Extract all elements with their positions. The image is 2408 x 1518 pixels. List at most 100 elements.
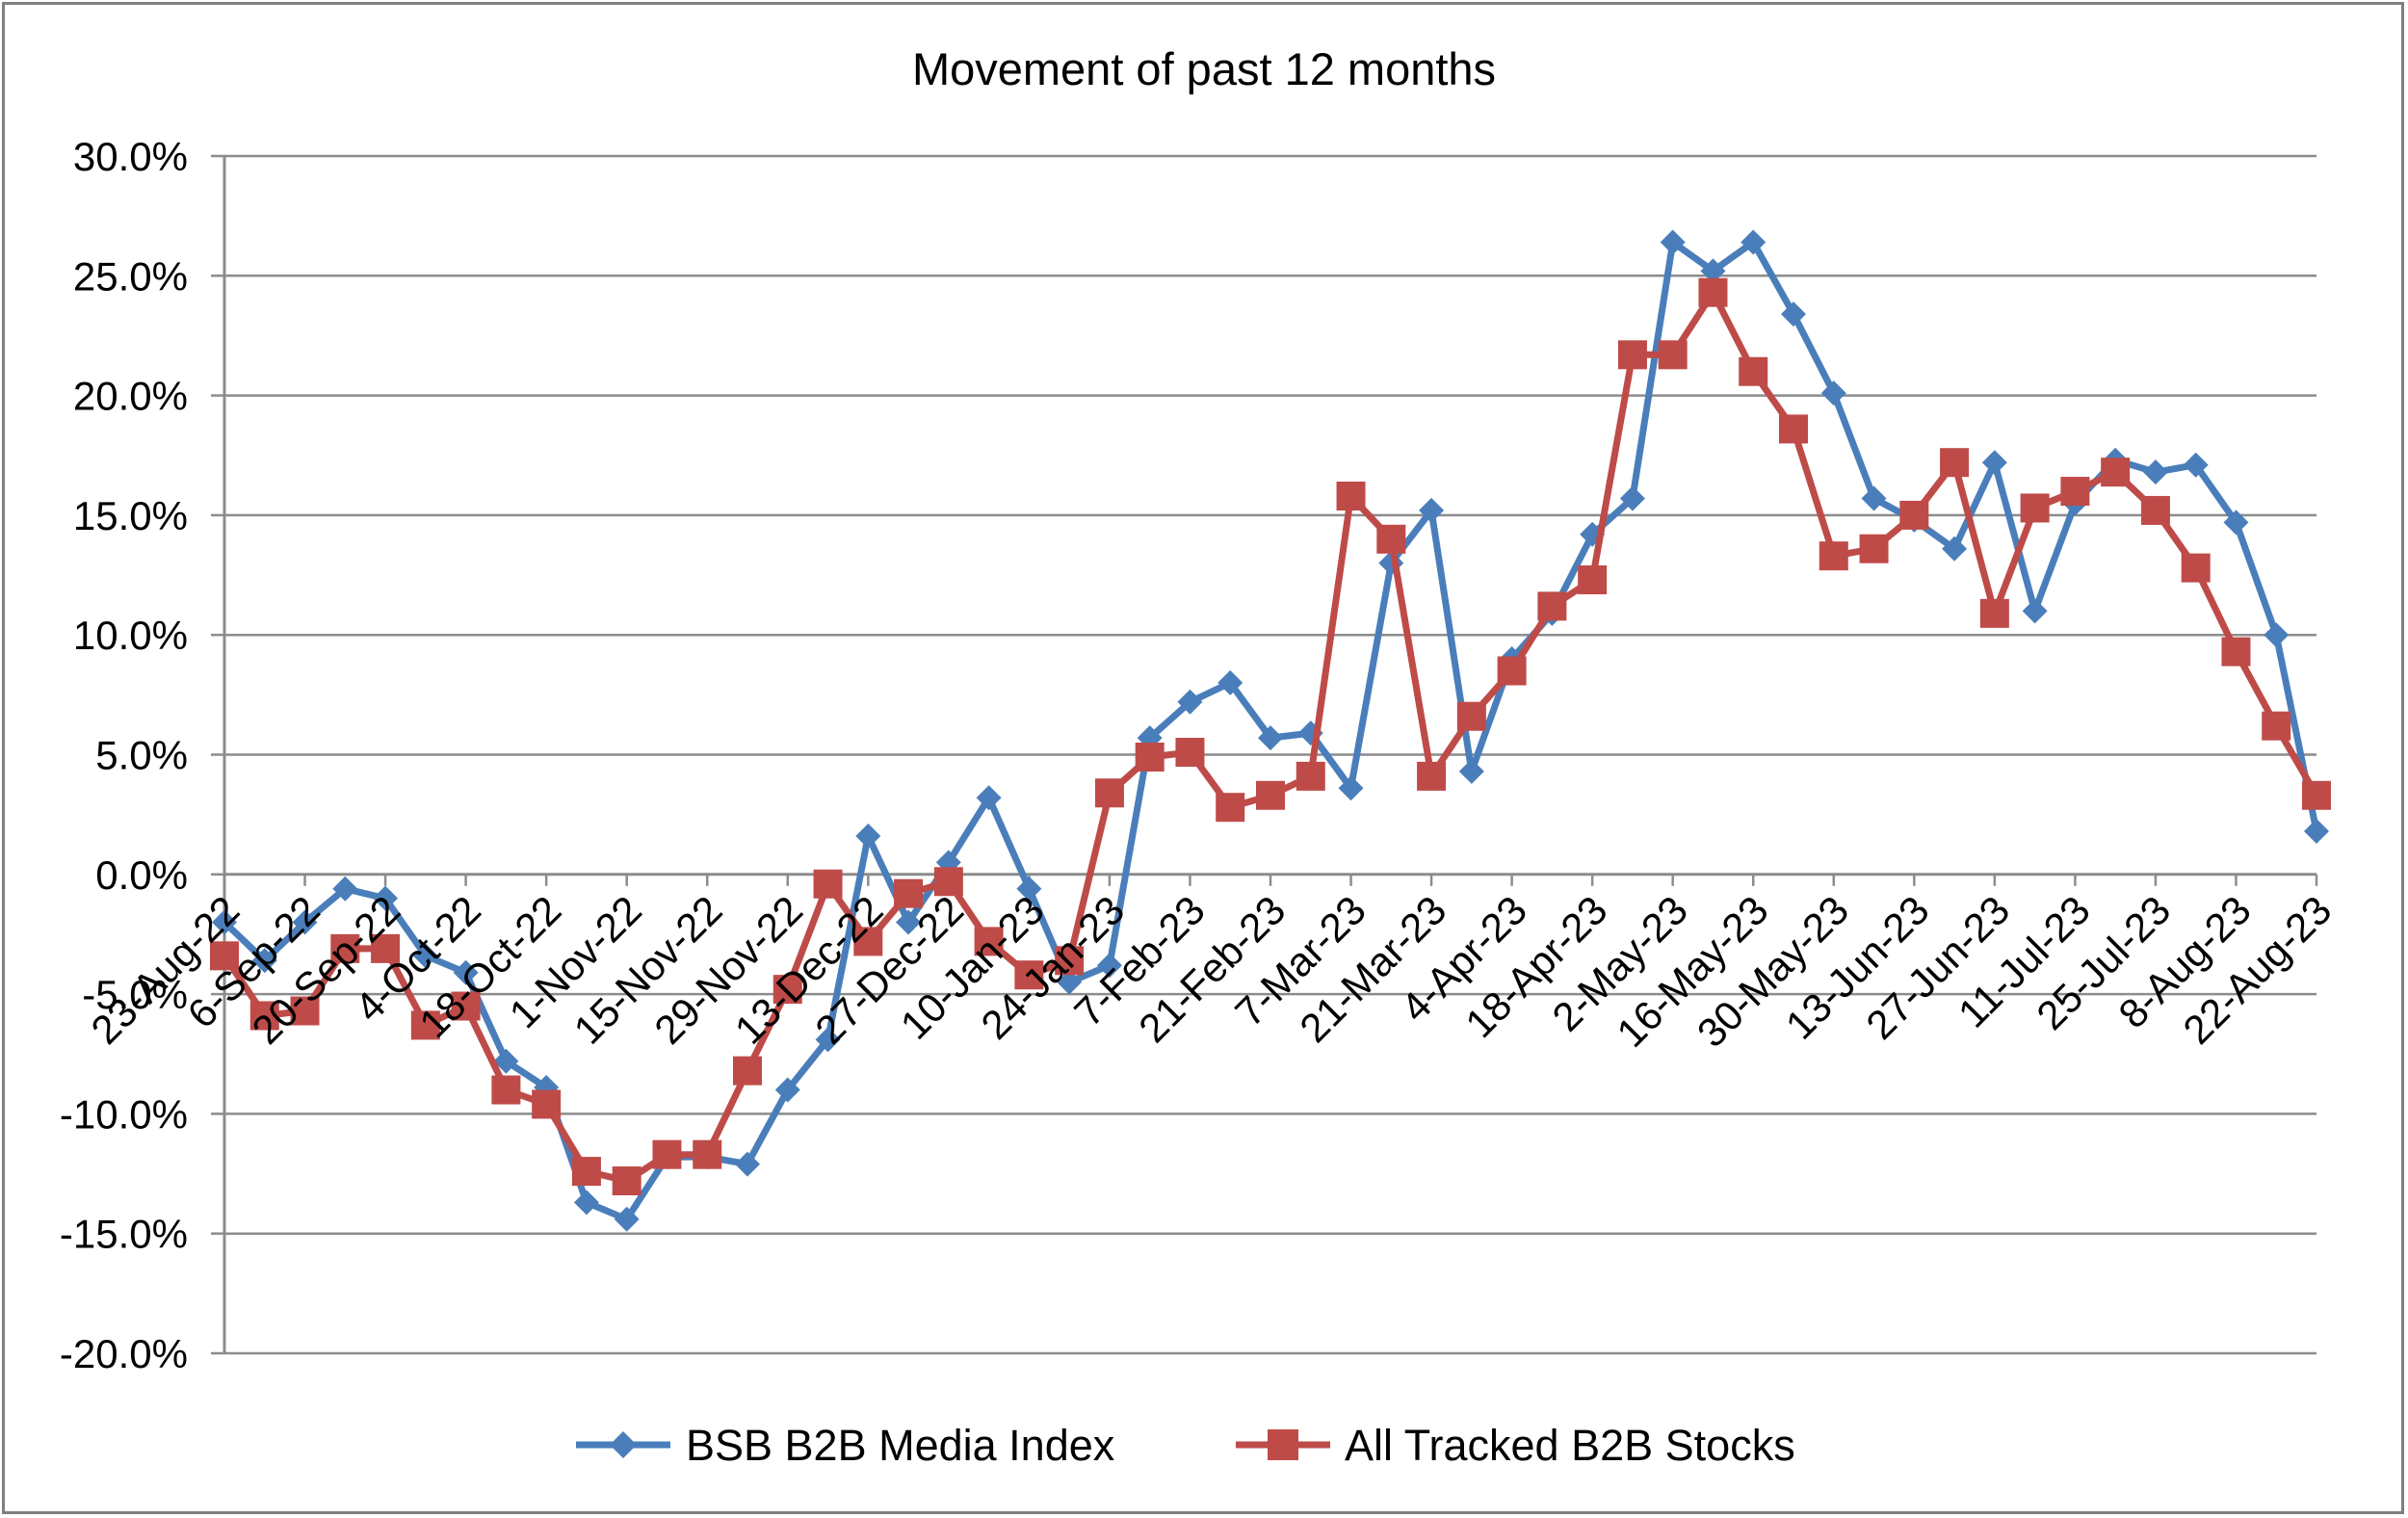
data-point	[1617, 340, 1647, 370]
data-point	[2302, 780, 2331, 810]
data-point	[974, 927, 1004, 956]
legend-item: BSB B2B Media Index	[576, 1421, 1115, 1470]
y-tick-label: 30.0%	[73, 134, 188, 179]
data-point	[2223, 510, 2249, 536]
data-point	[1820, 380, 1846, 406]
data-point	[1698, 277, 1728, 307]
y-axis-tick-labels: 30.0% 25.0% 20.0% 15.0% 10.0% 5.0% 0.0% -5.0% -1…	[60, 134, 188, 1376]
y-tick-label: -5.0%	[82, 972, 188, 1017]
data-point	[976, 785, 1002, 811]
data-point	[532, 1089, 562, 1119]
data-point	[2142, 459, 2168, 485]
data-point	[2181, 553, 2211, 583]
data-point	[373, 885, 399, 911]
y-tick-label: 15.0%	[73, 493, 188, 538]
data-point	[292, 909, 318, 935]
y-tick-label: 0.0%	[95, 852, 188, 898]
data-point	[1660, 229, 1686, 255]
data-point	[772, 975, 802, 1005]
series-bsb-b2b-media-index	[212, 229, 2329, 1232]
chart-title: Movement of past 12 months	[912, 43, 1496, 94]
data-point	[1376, 524, 1406, 554]
data-point	[813, 869, 843, 899]
data-point	[451, 991, 481, 1021]
data-point	[1296, 761, 1325, 791]
data-point	[614, 1206, 640, 1232]
legend-item: All Tracked B2B Stocks	[1236, 1421, 1795, 1470]
data-point	[290, 996, 320, 1026]
data-point	[735, 1151, 760, 1177]
data-point	[1899, 500, 1929, 530]
data-point	[2183, 452, 2209, 478]
data-point	[493, 1048, 519, 1074]
data-point	[1096, 953, 1122, 979]
data-point	[2304, 819, 2329, 845]
data-point	[612, 1166, 641, 1196]
square-marker-icon	[1268, 1429, 1298, 1460]
y-tick-label: -20.0%	[60, 1331, 188, 1376]
data-point	[1336, 482, 1366, 511]
data-point	[853, 927, 883, 956]
data-point	[1979, 598, 2009, 628]
data-point	[1658, 340, 1688, 370]
data-point	[1057, 969, 1083, 995]
data-point	[1497, 656, 1527, 686]
y-tick-label: 20.0%	[73, 374, 188, 419]
data-point	[1094, 778, 1124, 808]
data-point	[1942, 536, 1968, 562]
data-point	[1741, 229, 1767, 255]
data-point	[1135, 742, 1165, 772]
data-point	[1700, 258, 1726, 284]
y-tick-label: 5.0%	[95, 733, 188, 778]
legend-label: BSB B2B Media Index	[686, 1421, 1115, 1470]
y-tick-label: -10.0%	[60, 1091, 188, 1137]
data-point	[1578, 565, 1608, 595]
data-point	[212, 909, 237, 935]
data-point	[1619, 485, 1645, 511]
data-point	[2262, 711, 2291, 741]
series-all-tracked-b2b-stocks	[210, 277, 2331, 1196]
data-point	[1016, 876, 1042, 902]
data-point	[2140, 495, 2170, 525]
data-point	[1859, 534, 1889, 563]
data-point	[210, 941, 239, 971]
data-point	[1055, 946, 1085, 976]
data-point	[1458, 758, 1484, 784]
data-point	[1216, 793, 1245, 823]
data-point	[251, 948, 277, 974]
data-point	[1940, 448, 1970, 478]
data-point	[1781, 301, 1806, 327]
data-point	[1175, 738, 1205, 768]
data-point	[412, 943, 438, 969]
data-point	[1256, 780, 1285, 810]
legend-label: All Tracked B2B Stocks	[1345, 1421, 1795, 1470]
data-point	[2221, 637, 2251, 667]
y-tick-label: -15.0%	[60, 1212, 188, 1257]
data-point	[896, 909, 922, 935]
data-point	[1417, 761, 1447, 791]
data-point	[774, 1077, 800, 1103]
data-point	[1456, 701, 1486, 731]
data-point	[453, 959, 479, 985]
data-point	[249, 1001, 279, 1031]
data-point	[491, 1075, 521, 1105]
y-tick-label: 25.0%	[73, 253, 188, 299]
data-point	[1014, 960, 1044, 990]
diamond-marker-icon	[610, 1431, 637, 1458]
y-tick-label: 10.0%	[73, 613, 188, 658]
data-point	[894, 878, 924, 908]
data-point	[2264, 622, 2290, 648]
gridlines	[224, 154, 2316, 1355]
data-point	[1779, 414, 1808, 444]
data-point	[1861, 485, 1887, 511]
data-point	[330, 933, 360, 963]
data-point	[1338, 775, 1364, 801]
data-point	[652, 1139, 682, 1169]
data-point	[733, 1056, 762, 1086]
data-point	[2020, 493, 2050, 523]
data-point	[1819, 541, 1848, 571]
data-point	[1217, 669, 1243, 695]
data-point	[332, 876, 358, 902]
data-point	[571, 1157, 601, 1187]
series-lines	[210, 229, 2331, 1232]
